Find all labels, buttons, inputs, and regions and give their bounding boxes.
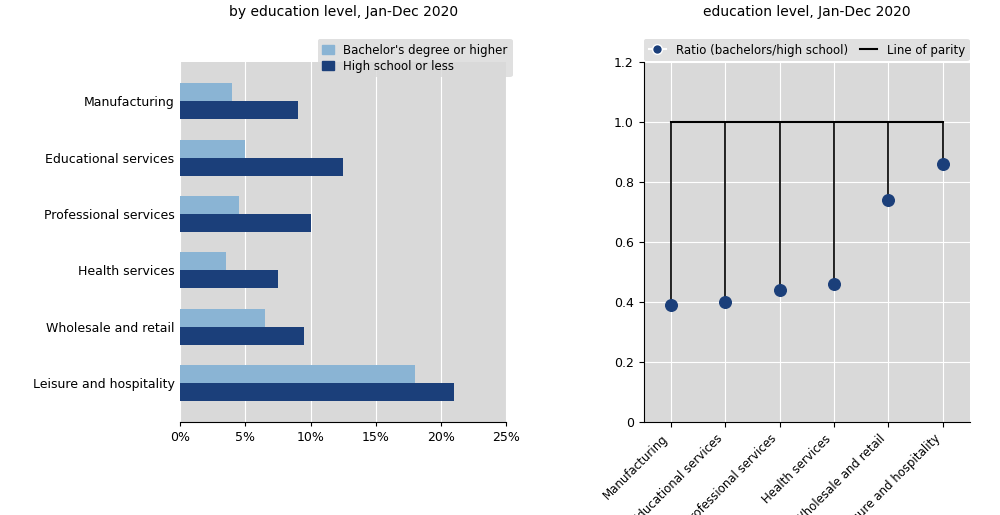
Bar	[180, 327, 304, 345]
Bar	[180, 214, 311, 232]
Point	[935, 160, 951, 168]
Text: education level, Jan-Dec 2020: education level, Jan-Dec 2020	[703, 5, 911, 19]
Bar	[180, 101, 298, 119]
Point	[772, 286, 788, 294]
Legend: Ratio (bachelors/high school), Line of parity: Ratio (bachelors/high school), Line of p…	[644, 39, 970, 61]
Bar	[180, 252, 226, 270]
Bar	[180, 365, 415, 383]
Bar	[180, 140, 245, 158]
Legend: Bachelor's degree or higher, High school or less: Bachelor's degree or higher, High school…	[318, 39, 513, 77]
Bar	[180, 270, 278, 288]
Bar	[180, 83, 232, 101]
Point	[663, 301, 679, 309]
Point	[717, 298, 733, 306]
Bar	[180, 196, 239, 214]
Point	[826, 280, 842, 288]
Text: by education level, Jan-Dec 2020: by education level, Jan-Dec 2020	[229, 5, 458, 19]
Point	[880, 196, 896, 204]
Bar	[180, 308, 265, 327]
Bar	[180, 383, 454, 401]
Bar	[180, 158, 343, 176]
